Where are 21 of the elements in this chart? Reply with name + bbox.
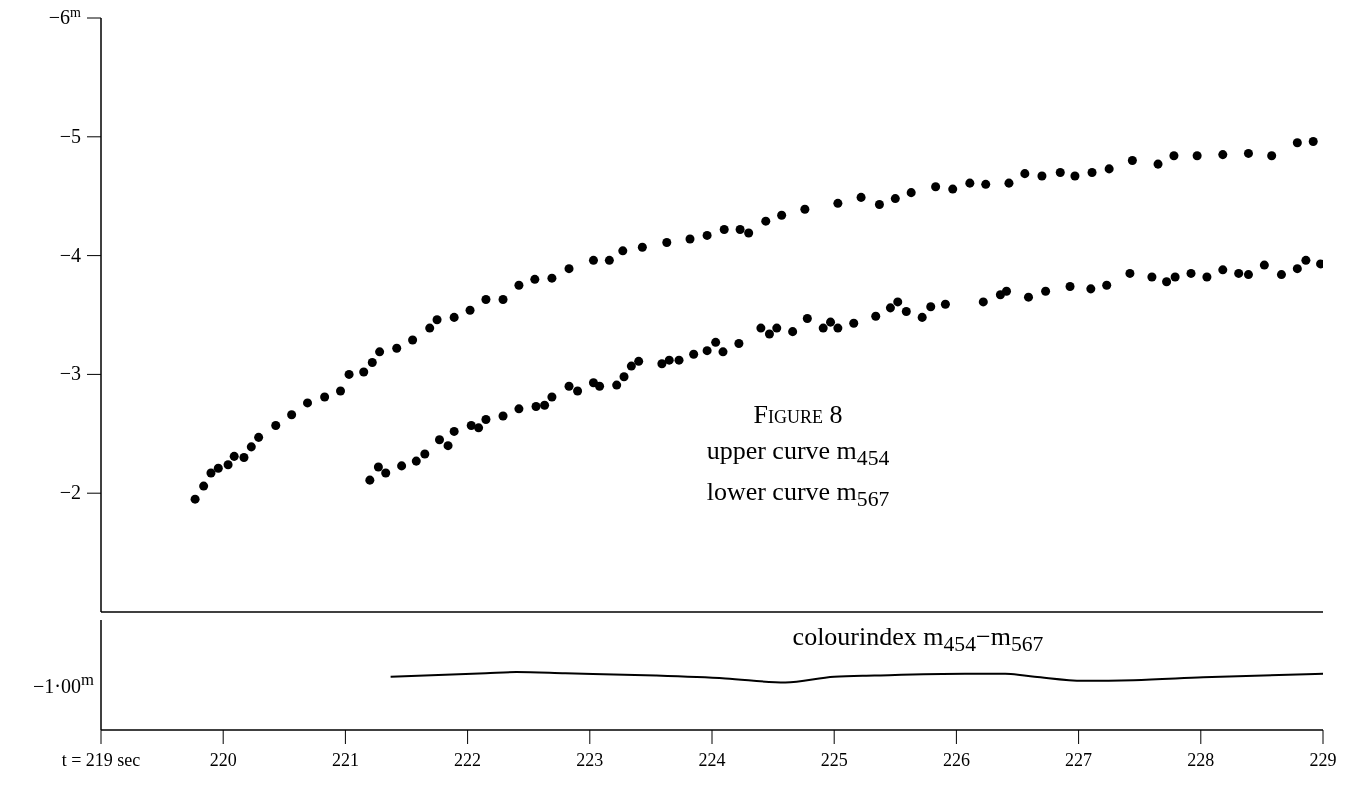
text: −1·00$^{m}$ [32, 670, 94, 698]
x-tick-label: t = 219 sec [61, 750, 141, 770]
y-tick-label: −3 [59, 362, 81, 385]
y-tick-label: −6$^{m}$ [48, 4, 82, 28]
y-tick-label: −4 [59, 243, 81, 266]
x-tick-label: 221 [331, 750, 359, 770]
x-tick-label: 220 [209, 750, 237, 770]
x-tick-label: 226 [942, 750, 970, 770]
annotation: lower curve m$_{567}$ [705, 476, 891, 514]
text: Figure 8 [752, 399, 844, 431]
x-tick-label: 225 [820, 750, 848, 770]
text: colourindex m$_{454}$−m$_{567}$ [791, 621, 1045, 659]
annotation: upper curve m$_{454}$ [705, 435, 891, 473]
x-tick-label: 227 [1065, 750, 1093, 770]
x-tick-label: 222 [454, 750, 482, 770]
x-tick-label: 224 [698, 750, 726, 770]
x-tick-label: 223 [576, 750, 604, 770]
y-tick-label: −5 [59, 124, 81, 147]
x-tick-label: 228 [1187, 750, 1215, 770]
x-tick-label: 229 [1309, 750, 1337, 770]
y-tick-label: −2 [59, 481, 81, 504]
